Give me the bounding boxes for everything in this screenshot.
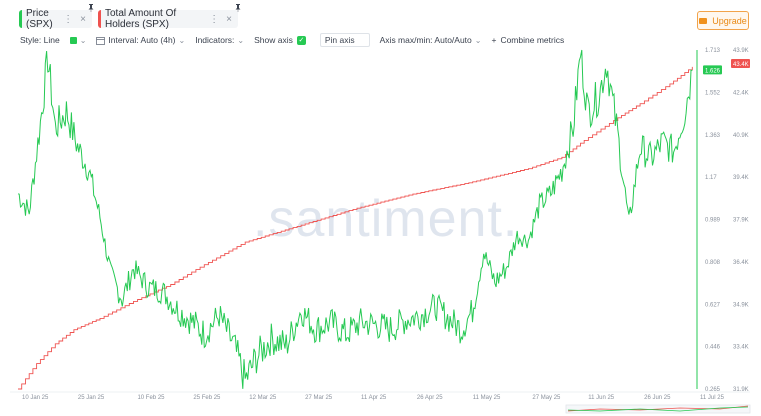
close-icon[interactable]: × [80,13,86,25]
date-axis-tick: 11 Jun 25 [588,395,615,401]
style-label: Style: Line [20,35,60,45]
price-current-value: 1.626 [705,68,721,74]
chart-grid [10,50,750,393]
show-axis-toggle[interactable]: Show axis ✓ [254,35,306,45]
chart-toolbar: Style: Line ⌄ Interval: Auto (4h) ⌄ Indi… [20,33,574,47]
price-axis-tick: 1.552 [705,90,721,96]
navigator-price-line [567,406,749,412]
chart-labels: 1.713 1.552 1.363 1.17 0.989 0.808 0.627 0.446 0… [22,48,751,414]
chart-lines [17,49,693,390]
holders-axis-tick: 40.9K [733,133,749,139]
price-axis-tick: 0.265 [705,387,721,393]
price-axis-tick: 0.627 [705,302,721,308]
date-axis-tick: 27 Mar 25 [305,395,333,401]
metric-label: Total Amount Of Holders (SPX) [105,8,177,30]
metric-color-bar [98,10,101,28]
price-axis-tick: 0.446 [705,345,721,351]
chevron-down-icon: ⌄ [178,35,186,45]
calendar-icon [96,36,106,45]
holders-line [18,66,693,390]
chevron-down-icon: ⌄ [474,35,482,45]
chevron-down-icon: ⌄ [79,35,87,45]
pin-icon[interactable] [88,4,94,12]
holders-axis-tick: 31.9K [733,387,749,393]
holders-current-badge [731,58,750,68]
show-axis-label: Show axis [254,35,293,45]
price-line [17,49,693,389]
metric-label: Price (SPX) [26,8,53,30]
axis-minmax-label: Axis max/min: Auto/Auto [379,35,472,45]
price-axis-tick: 1.713 [705,48,721,54]
date-axis-tick: 26 Apr 25 [417,395,443,401]
metric-chip-holders[interactable]: Total Amount Of Holders (SPX) ⋮ × [98,8,238,30]
holders-current-value: 43.4K [733,62,749,68]
color-picker[interactable]: ⌄ [69,35,87,45]
pin-icon[interactable] [235,4,241,12]
holders-axis-tick: 33.4K [733,345,749,351]
combine-metrics-button[interactable]: + Combine metrics [491,35,564,45]
date-axis-tick: 26 Jun 25 [644,395,671,401]
holders-axis-tick: 36.4K [733,260,749,266]
checkbox-checked-icon[interactable]: ✓ [296,35,306,45]
date-axis-tick: 11 May 25 [473,395,501,401]
pin-axis-label: Pin axis [319,33,370,47]
metric-chip-price[interactable]: Price (SPX) ⋮ × [19,8,92,30]
chevron-down-icon: ⌄ [237,35,245,45]
holders-axis-tick: 43.9K [733,48,749,54]
date-axis-tick: 25 Jan 25 [78,395,105,401]
price-axis-tick: 0.989 [705,218,721,224]
price-axis-tick: 1.17 [705,175,717,181]
video-icon [699,17,708,24]
date-axis-tick: 10 Jan 25 [22,395,49,401]
indicators-label: Indicators: [195,35,235,45]
holders-axis-tick: 37.9K [733,218,749,224]
upgrade-button[interactable]: Upgrade [697,11,749,30]
more-options-icon[interactable]: ⋮ [209,13,219,25]
upgrade-label: Upgrade [712,15,747,26]
interval-label: Interval: Auto (4h) [108,35,176,45]
date-axis-tick: 27 May 25 [532,395,561,401]
more-options-icon[interactable]: ⋮ [63,13,73,25]
price-axis-tick: 1.363 [705,133,721,139]
combine-label: Combine metrics [500,35,565,45]
plus-icon: + [491,35,497,45]
navigator-holders-line [567,405,749,412]
close-icon[interactable]: × [226,13,232,25]
holders-axis-tick: 34.9K [733,302,749,308]
date-axis-tick: 11 Apr 25 [361,395,387,401]
style-dropdown[interactable]: Style: Line [20,35,60,45]
santiment-watermark: .santiment. [253,190,518,248]
color-swatch [69,36,77,44]
pin-axis-toggle[interactable]: Pin axis [316,33,370,47]
holders-axis-tick: 39.4K [733,175,749,181]
metric-color-bar [19,10,22,28]
date-axis-tick: 12 Mar 25 [249,395,277,401]
interval-dropdown[interactable]: Interval: Auto (4h) ⌄ [96,35,185,45]
holders-axis-tick: 42.4K [733,90,749,96]
indicators-dropdown[interactable]: Indicators: ⌄ [195,35,244,45]
date-axis-tick: 10 Feb 25 [137,395,165,401]
date-axis-tick: 25 Feb 25 [193,395,221,401]
price-axis-tick: 0.808 [705,260,721,266]
axis-minmax-dropdown[interactable]: Axis max/min: Auto/Auto ⌄ [380,35,482,45]
price-current-badge [703,65,722,75]
date-axis-tick: 11 Jul 25 [700,395,725,401]
